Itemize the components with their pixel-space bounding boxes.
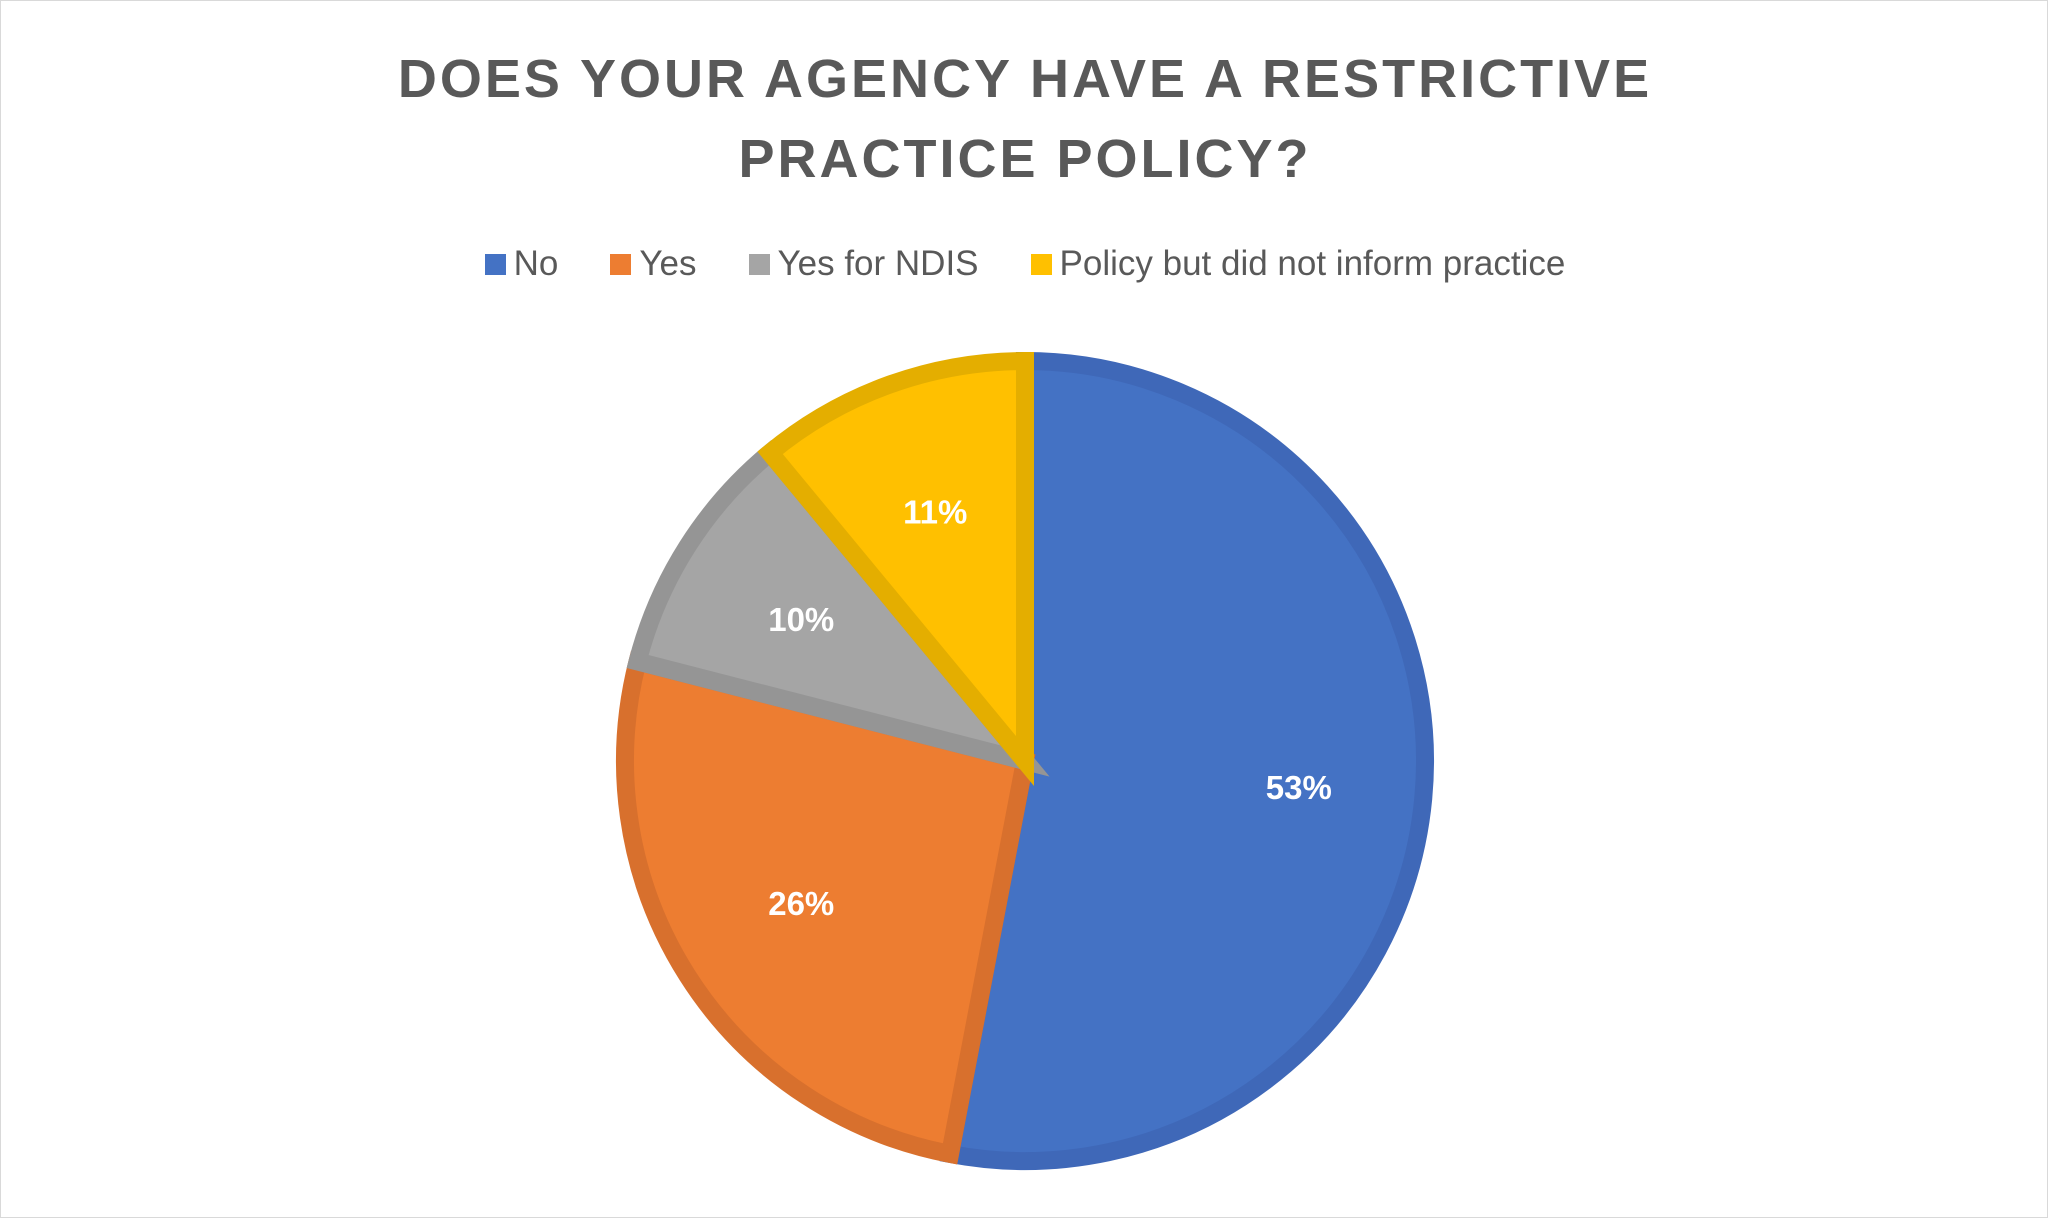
data-label-yes: 26% xyxy=(768,885,834,922)
legend-item-yes-for-ndis[interactable]: Yes for NDIS xyxy=(748,239,979,289)
data-label-no: 53% xyxy=(1266,769,1332,806)
legend-item-no[interactable]: No xyxy=(484,239,559,289)
legend-label-no: No xyxy=(513,244,559,283)
legend-label-yes: Yes xyxy=(639,244,697,283)
data-label-yes-for-ndis: 10% xyxy=(768,601,834,638)
pie-slice-no[interactable] xyxy=(939,351,1435,1170)
legend-item-yes[interactable]: Yes xyxy=(610,239,697,289)
pie-slice-yes-for-ndis[interactable] xyxy=(626,440,1050,777)
legend-label-policy-not-inform-practice: Policy but did not inform practice xyxy=(1059,244,1566,283)
legend-item-policy-not-inform-practice[interactable]: Policy but did not inform practice xyxy=(1030,239,1566,289)
legend-swatch-no xyxy=(484,253,506,275)
pie-slice-policy-not-inform-practice[interactable] xyxy=(757,351,1034,786)
legend: No Yes Yes for NDIS Policy but did not i… xyxy=(1,239,2048,289)
chart-title: DOES YOUR AGENCY HAVE A RESTRICTIVE PRAC… xyxy=(397,49,1653,189)
legend-swatch-yes-for-ndis xyxy=(748,253,770,275)
pie-slice-yes[interactable] xyxy=(616,650,1036,1165)
legend-swatch-yes xyxy=(610,253,632,275)
legend-label-yes-for-ndis: Yes for NDIS xyxy=(777,244,979,283)
data-label-policy-not-inform-practice: 11% xyxy=(903,494,967,531)
legend-swatch-policy-not-inform-practice xyxy=(1030,253,1052,275)
